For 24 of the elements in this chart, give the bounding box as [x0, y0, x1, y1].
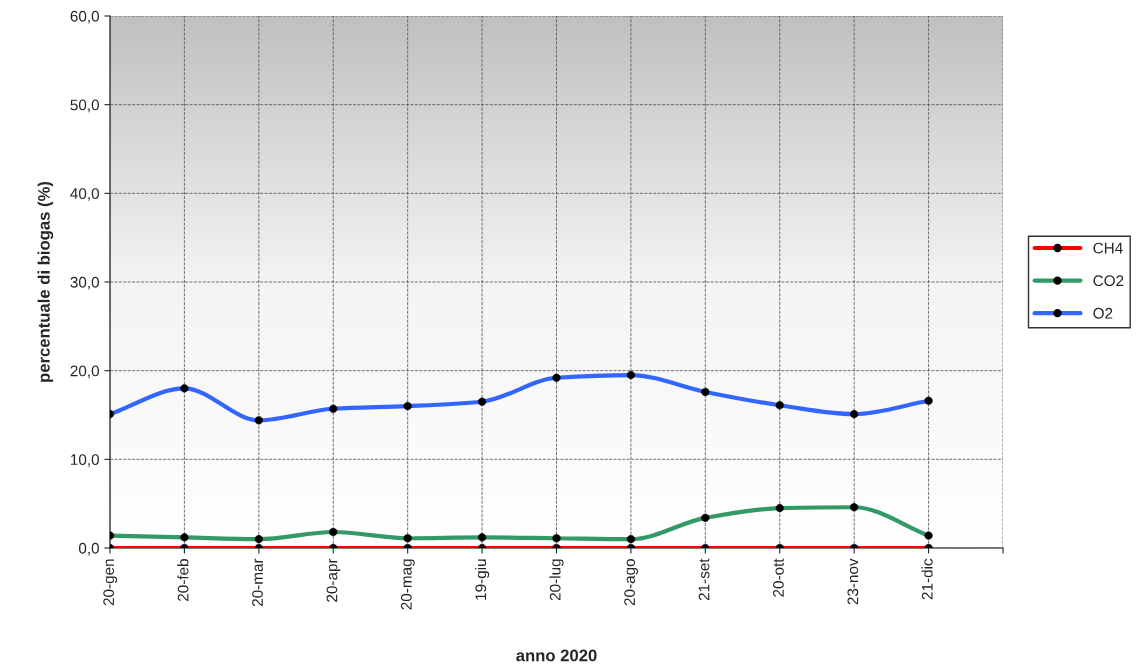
x-tick-label: 20-apr [326, 558, 341, 602]
y-tick-label: 40,0 [70, 188, 99, 201]
y-tick-label: 50,0 [70, 99, 99, 113]
x-tick-label: 20-gen [103, 559, 118, 606]
y-tick-label: 60,0 [70, 10, 99, 24]
x-tick-label: 21-set [698, 558, 710, 601]
legend-label: CH4 [1093, 242, 1123, 254]
x-tick-label: 21-dic [921, 558, 933, 600]
y-axis-title: percentuale di biogas (%) [37, 181, 54, 382]
x-tick-label: 19-giu [474, 559, 490, 600]
x-tick-label: 20-ott [773, 558, 784, 597]
y-tick-label: 30,0 [70, 276, 99, 290]
x-tick-label: 20-lug [549, 559, 564, 601]
y-tick-label: 20,0 [70, 365, 99, 379]
x-tick-label: 20-ago [624, 559, 639, 606]
x-tick-label: 20-feb [177, 559, 189, 601]
legend-label: O2 [1093, 307, 1113, 319]
legend-label: CO2 [1093, 275, 1124, 287]
x-tick-label: 23-nov [847, 558, 859, 605]
x-tick-label: 20-mar [252, 558, 263, 607]
x-tick-label: 20-mag [400, 559, 415, 610]
x-axis-title: anno 2020 [516, 649, 597, 662]
y-tick-label: 0,0 [78, 542, 99, 556]
y-tick-label: 10,0 [71, 454, 99, 467]
